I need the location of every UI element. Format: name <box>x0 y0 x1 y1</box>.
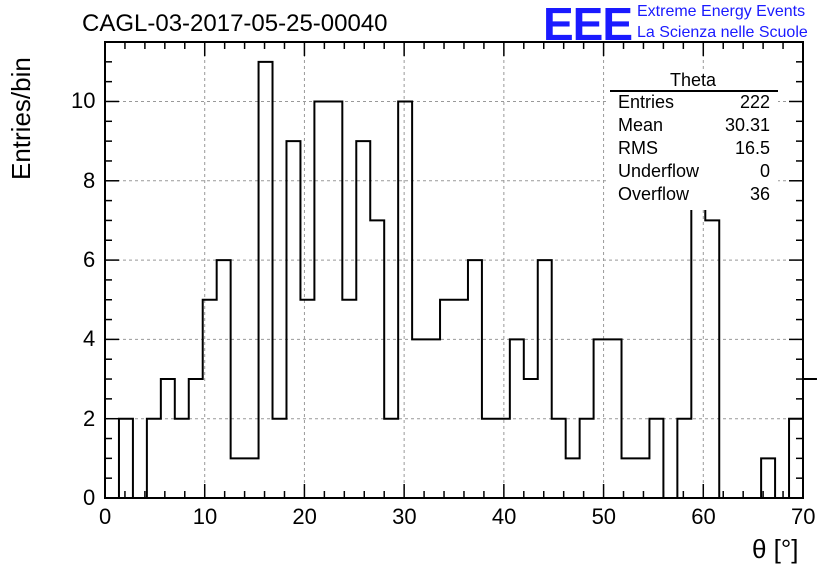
y-tick-label: 0 <box>83 485 96 510</box>
y-tick-label: 10 <box>71 88 96 114</box>
histogram-steps <box>105 60 817 499</box>
y-tick-label: 2 <box>83 405 96 431</box>
histogram-bin <box>412 339 426 498</box>
histogram-bin <box>245 458 259 498</box>
y-axis-label: Entries/bin <box>6 57 36 180</box>
histogram-bin <box>622 458 636 498</box>
stats-title: Theta <box>669 70 717 90</box>
stats-divider <box>610 90 778 92</box>
histogram-bin <box>635 458 649 498</box>
histogram-bin <box>273 419 287 498</box>
stats-key: RMS <box>618 138 658 158</box>
histogram-bin <box>691 181 705 498</box>
histogram-bin <box>119 419 133 498</box>
histogram-bin <box>175 419 189 498</box>
stats-row-entries: Entries 222 <box>618 92 770 114</box>
histogram-bin <box>426 339 440 498</box>
histogram-bin <box>147 419 161 498</box>
y-tick-label: 8 <box>83 167 96 193</box>
stats-key: Entries <box>618 92 675 112</box>
stats-value: 30.31 <box>724 115 770 135</box>
stats-value: 0 <box>759 161 770 181</box>
x-tick-label: 70 <box>791 504 816 529</box>
histogram-bin <box>761 458 775 498</box>
stats-value: 36 <box>749 184 770 204</box>
stats-value: 16.5 <box>734 138 770 158</box>
histogram-bin <box>384 419 398 498</box>
histogram-bin <box>566 458 580 498</box>
histogram-bin <box>552 419 566 498</box>
histogram-bin <box>398 101 412 498</box>
stats-key: Overflow <box>618 184 690 204</box>
y-tick-label: 6 <box>83 247 96 273</box>
stats-value: 222 <box>739 92 770 112</box>
stats-row-overflow: Overflow 36 <box>618 184 770 206</box>
histogram-bin <box>161 379 175 498</box>
x-tick-label: 0 <box>99 504 112 529</box>
plot-frame <box>104 41 804 499</box>
x-tick-label: 20 <box>292 504 317 529</box>
histogram-bin <box>580 419 594 498</box>
histogram-bin <box>189 379 203 498</box>
histogram-bin <box>496 419 510 498</box>
histogram-bin <box>231 458 245 498</box>
histogram-bin <box>286 141 300 498</box>
histogram-bin <box>705 220 719 498</box>
histogram-bin <box>594 339 608 498</box>
histogram-bin <box>468 260 482 498</box>
stats-row-mean: Mean 30.31 <box>618 115 770 137</box>
histogram-bin <box>608 339 622 498</box>
histogram-bin <box>259 62 273 498</box>
histogram-bin <box>440 300 454 498</box>
histogram-bin <box>356 141 370 498</box>
histogram-bin <box>342 300 356 498</box>
stats-row-underflow: Underflow 0 <box>618 161 770 183</box>
histogram-bin <box>314 101 328 498</box>
x-tick-label: 30 <box>392 504 417 529</box>
histogram-bin <box>789 419 803 498</box>
histogram-bin <box>524 379 538 498</box>
stats-row-rms: RMS 16.5 <box>618 138 770 160</box>
histogram-bin <box>217 260 231 498</box>
histogram-bin <box>300 300 314 498</box>
histogram-bin <box>454 300 468 498</box>
x-tick-label: 50 <box>591 504 617 529</box>
x-tick-label: 40 <box>491 504 517 529</box>
logo-caption-line2: La Scienza nelle Scuole <box>637 24 808 41</box>
histogram-bin <box>649 419 663 498</box>
eee-logo: EEE <box>543 0 633 50</box>
histogram-bin <box>328 101 342 498</box>
x-axis-label: θ [°] <box>752 534 799 564</box>
histogram-bin <box>510 339 524 498</box>
stats-key: Underflow <box>618 161 700 181</box>
x-tick-label: 60 <box>691 504 716 529</box>
logo-caption-line1: Extreme Energy Events <box>637 3 806 20</box>
histogram-bin <box>482 419 496 498</box>
histogram-bin <box>203 300 217 498</box>
stats-key: Mean <box>618 115 664 135</box>
histogram-bin <box>370 220 384 498</box>
histogram-bin <box>803 379 817 498</box>
histogram-bin <box>538 260 552 498</box>
x-tick-label: 10 <box>192 504 218 529</box>
stats-box: Theta Entries 222 Mean 30.31 RMS 16.5 Un… <box>608 70 778 210</box>
histogram-bin <box>677 419 691 498</box>
chart-title: CAGL-03-2017-05-25-00040 <box>82 10 388 37</box>
y-tick-label: 4 <box>83 326 96 352</box>
